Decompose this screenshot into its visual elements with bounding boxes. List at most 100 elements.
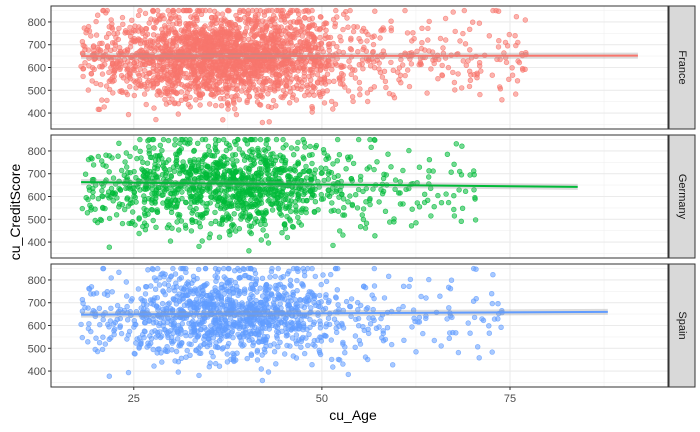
data-point: [471, 168, 477, 174]
data-point: [221, 303, 227, 309]
data-point: [300, 265, 306, 272]
data-point: [115, 36, 122, 43]
data-point: [301, 77, 308, 83]
data-point: [252, 136, 258, 143]
data-point: [142, 197, 148, 203]
data-point: [275, 7, 281, 14]
data-point: [315, 45, 322, 52]
data-point: [379, 26, 385, 33]
data-point: [372, 8, 378, 14]
data-point: [127, 24, 133, 31]
data-point: [294, 288, 300, 294]
data-point: [111, 68, 118, 74]
data-point: [331, 207, 337, 214]
data-point: [159, 359, 165, 365]
data-point: [199, 136, 206, 143]
data-point: [210, 335, 217, 341]
data-point: [316, 27, 323, 33]
data-point: [263, 148, 269, 154]
data-point: [317, 321, 324, 327]
data-point: [357, 224, 364, 230]
data-point: [287, 277, 294, 283]
data-point: [498, 324, 504, 330]
data-point: [414, 200, 420, 206]
data-point: [460, 58, 466, 64]
data-point: [334, 14, 340, 20]
data-point: [149, 196, 156, 202]
data-point: [350, 160, 357, 167]
data-point: [166, 287, 172, 293]
data-point: [271, 349, 278, 355]
data-point: [238, 216, 244, 222]
data-point: [190, 318, 196, 324]
data-point: [283, 193, 289, 199]
data-point: [369, 34, 375, 40]
data-point: [150, 217, 156, 224]
data-point: [224, 193, 231, 199]
data-point: [400, 201, 406, 207]
data-point: [110, 63, 117, 69]
data-point: [260, 43, 267, 50]
data-point: [169, 89, 175, 95]
data-point: [100, 334, 106, 340]
data-point: [97, 322, 103, 328]
data-point: [323, 20, 330, 27]
data-point: [229, 285, 236, 292]
data-point: [108, 275, 114, 281]
data-point: [495, 301, 501, 307]
data-point: [242, 210, 249, 216]
data-point: [260, 321, 266, 327]
data-point: [445, 64, 452, 71]
data-point: [294, 19, 300, 26]
data-point: [86, 63, 92, 69]
data-point: [428, 213, 434, 219]
data-point: [244, 355, 250, 362]
data-point: [199, 200, 206, 206]
data-point: [109, 289, 115, 295]
data-point: [131, 92, 138, 99]
data-point: [280, 136, 286, 143]
data-point: [277, 193, 284, 199]
data-point: [426, 174, 432, 180]
data-point: [287, 100, 293, 106]
data-point: [317, 63, 324, 69]
data-point: [477, 91, 483, 98]
data-point: [325, 176, 332, 182]
data-point: [159, 147, 165, 154]
data-point: [287, 79, 293, 85]
data-point: [262, 349, 268, 355]
data-point: [460, 30, 466, 37]
data-point: [100, 265, 106, 272]
data-point: [213, 165, 220, 171]
data-point: [236, 275, 243, 281]
data-point: [264, 334, 270, 340]
data-point: [216, 363, 223, 369]
data-point: [406, 283, 412, 290]
data-point: [122, 30, 128, 36]
data-point: [153, 319, 159, 325]
data-point: [144, 86, 150, 92]
data-point: [197, 66, 204, 73]
data-point: [254, 347, 261, 354]
data-point: [133, 321, 139, 328]
data-point: [260, 66, 266, 73]
data-point: [257, 285, 263, 291]
data-point: [255, 68, 261, 74]
data-point: [357, 177, 364, 183]
data-point: [309, 23, 315, 29]
data-point: [188, 200, 195, 206]
data-point: [263, 19, 269, 25]
data-point: [294, 277, 300, 284]
data-point: [348, 296, 355, 302]
data-point: [350, 98, 356, 105]
data-point: [334, 287, 340, 293]
data-point: [522, 17, 528, 23]
data-point: [318, 41, 324, 47]
data-point: [80, 73, 86, 80]
data-point: [116, 140, 122, 147]
data-point: [165, 7, 171, 14]
data-point: [204, 293, 210, 299]
data-point: [259, 275, 266, 281]
